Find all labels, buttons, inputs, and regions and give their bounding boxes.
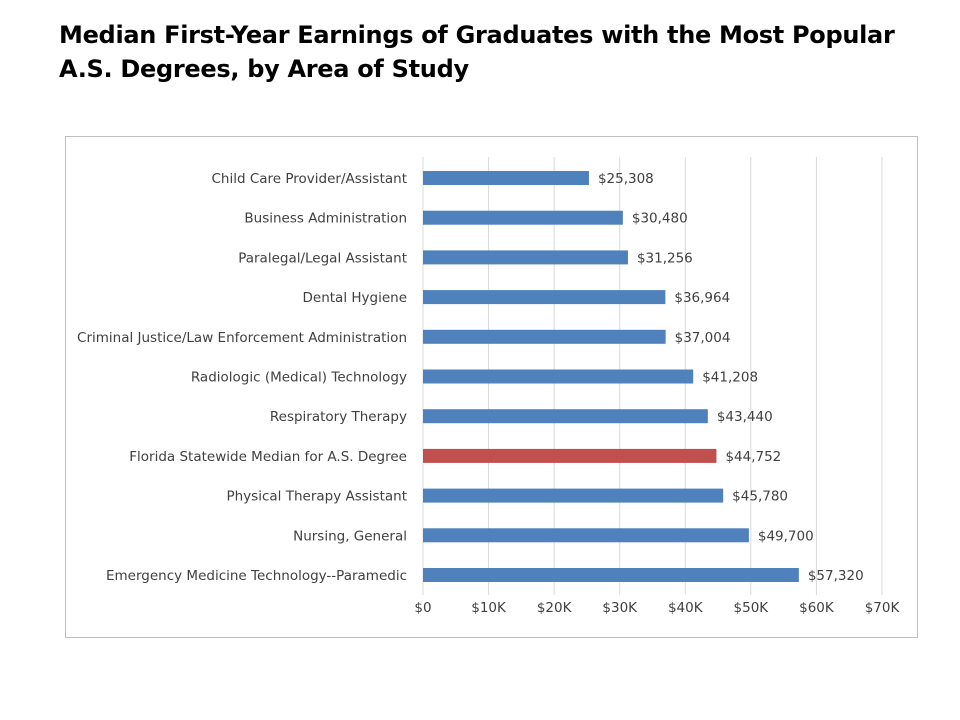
data-label: $36,964 [674, 290, 730, 306]
category-label: Criminal Justice/Law Enforcement Adminis… [77, 330, 407, 346]
data-label: $25,308 [598, 171, 654, 187]
data-label: $45,780 [732, 489, 788, 505]
bar-highlight [423, 448, 717, 463]
category-label: Radiologic (Medical) Technology [191, 370, 407, 386]
x-tick-label: $60K [799, 600, 835, 616]
x-tick-label: $50K [734, 600, 770, 616]
category-label: Physical Therapy Assistant [227, 489, 408, 505]
x-tick-label: $70K [865, 600, 901, 616]
x-tick-label: $10K [471, 600, 507, 616]
bar [423, 369, 694, 384]
chart-frame: $0 $10K $20K $30K $40K $50K $60K $70K Child Care… [65, 136, 918, 638]
bars [423, 171, 799, 582]
category-label: Respiratory Therapy [270, 409, 407, 425]
bar [423, 409, 708, 424]
data-label: $41,208 [702, 370, 758, 386]
x-tick-label: $40K [668, 600, 704, 616]
bar [423, 290, 666, 305]
category-label: Paralegal/Legal Assistant [238, 250, 407, 266]
bar [423, 528, 749, 543]
data-label: $49,700 [758, 528, 814, 544]
category-label: Dental Hygiene [303, 290, 408, 306]
category-label: Nursing, General [293, 528, 407, 544]
data-label: $44,752 [725, 449, 781, 465]
bar [423, 568, 799, 582]
bar [423, 210, 623, 225]
category-label: Florida Statewide Median for A.S. Degree [129, 449, 407, 465]
data-label: $57,320 [808, 568, 864, 584]
x-tick-label: $30K [602, 600, 638, 616]
bar-chart: $0 $10K $20K $30K $40K $50K $60K $70K Child Care… [77, 157, 900, 616]
data-label: $31,256 [637, 250, 693, 266]
category-label: Business Administration [244, 211, 407, 227]
category-label: Child Care Provider/Assistant [211, 171, 407, 187]
data-label: $43,440 [717, 409, 773, 425]
category-label: Emergency Medicine Technology--Paramedic [106, 568, 407, 584]
bar [423, 329, 666, 344]
slide-title: Median First-Year Earnings of Graduates … [59, 21, 895, 83]
bar [423, 488, 724, 503]
x-tick-label: $0 [414, 600, 431, 616]
x-tick-label: $20K [537, 600, 573, 616]
data-label: $37,004 [675, 330, 731, 346]
bar [423, 250, 628, 265]
labels: $0 $10K $20K $30K $40K $50K $60K $70K Child Care… [77, 171, 900, 616]
bar [423, 171, 589, 185]
data-label: $30,480 [632, 211, 688, 227]
